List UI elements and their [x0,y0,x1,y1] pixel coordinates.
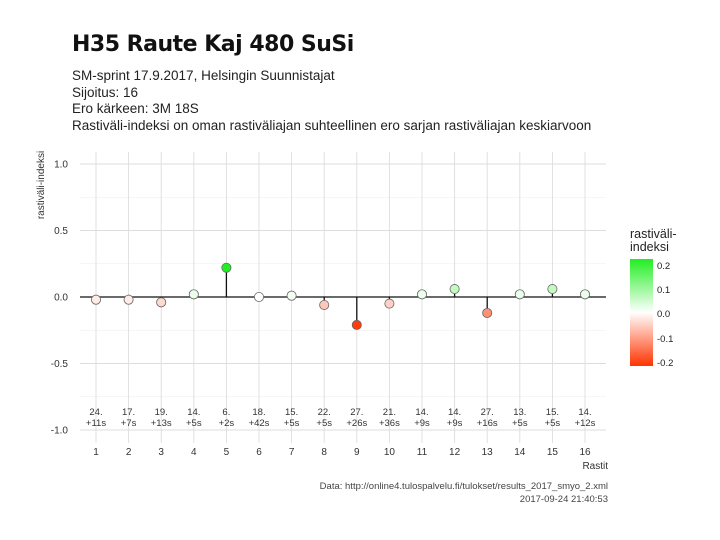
legend-title: rastiväli-indeksi [630,228,700,254]
legend-tick: -0.2 [657,358,674,369]
y-tick-label: 1.0 [54,160,68,171]
data-point [221,262,232,273]
y-tick-label: 0.0 [54,293,68,304]
data-point [416,289,427,300]
diff-label: +7s [121,418,137,429]
diff-label: +5s [545,418,561,429]
data-point [286,290,297,301]
y-tick-label: -1.0 [51,426,69,437]
x-tick-label: 15 [547,447,559,458]
legend-gradient-bar [630,259,653,366]
data-source: Data: http://online4.tulospalvelu.fi/tul… [319,481,608,492]
diff-label: +2s [219,418,235,429]
subtitle-line-description: Rastiväli-indeksi on oman rastiväliajan … [72,117,592,133]
legend-tick: 0.2 [657,261,671,272]
y-tick-label: 0.5 [54,226,68,237]
diff-label: +5s [512,418,528,429]
rank-label: 17. [122,407,135,418]
diff-label: +12s [575,418,596,429]
x-tick-label: 1 [93,447,99,458]
diff-label: +9s [414,418,430,429]
color-legend: rastiväli-indeksi 0.2 0.1 0.0 -0.1 -0.2 [630,228,700,369]
subtitle-line-event: SM-sprint 17.9.2017, Helsingin Suunnista… [72,68,335,83]
diff-label: +11s [86,418,106,429]
x-tick-label: 12 [449,447,461,458]
chart-caption: Data: http://online4.tulospalvelu.fi/tul… [320,481,608,506]
legend-tick: -0.1 [657,334,674,345]
data-point [351,319,362,330]
rank-label: 24. [89,407,102,418]
x-tick-label: 5 [224,447,230,458]
x-tick-label: 4 [191,447,197,458]
x-tick-label: 14 [514,447,526,458]
diff-label: +42s [249,418,270,429]
data-point [384,298,395,309]
rank-label: 6. [222,407,230,418]
diff-label: +9s [447,418,463,429]
rank-label: 14. [415,407,428,418]
data-point [449,284,460,295]
diff-label: +5s [316,418,332,429]
rank-label: 19. [155,407,168,418]
x-tick-label: 2 [126,447,132,458]
x-tick-label: 10 [384,447,396,458]
data-point [188,289,199,300]
x-tick-label: 3 [158,447,164,458]
chart-subtitle: SM-sprint 17.9.2017, Helsingin Suunnista… [72,68,591,134]
x-tick-label: 13 [482,447,494,458]
data-point [156,297,167,308]
legend-tick: 0.0 [657,309,671,320]
x-tick-label: 6 [256,447,262,458]
legend-title-line: indeksi [630,240,669,254]
diff-label: +5s [284,418,300,429]
rank-label: 18. [252,407,265,418]
data-point [123,294,134,305]
data-point [319,299,330,310]
x-tick-label: 8 [321,447,327,458]
rank-label: 21. [383,407,396,418]
data-point [91,294,102,305]
x-tick-label: 7 [289,447,295,458]
legend-tick: 0.1 [657,285,671,296]
x-axis-label: Rastit [582,461,608,472]
data-point [482,307,493,318]
diff-label: +36s [379,418,400,429]
data-point [253,291,264,302]
subtitle-line-gap: Ero kärkeen: 3M 18S [72,101,199,116]
rank-label: 14. [448,407,461,418]
diff-label: +16s [477,418,498,429]
timestamp: 2017-09-24 21:40:53 [519,493,608,505]
rank-label: 27. [481,407,494,418]
rank-label: 14. [578,407,591,418]
data-point [580,289,591,300]
rank-label: 27. [350,407,363,418]
data-point [547,284,558,295]
chart-title: H35 Raute Kaj 480 SuSi [72,32,354,57]
x-tick-label: 16 [579,447,591,458]
diff-label: +5s [186,418,202,429]
subtitle-line-rank: Sijoitus: 16 [72,84,139,100]
diff-label: +13s [151,418,172,429]
rank-label: 13. [513,407,526,418]
rank-label: 14. [187,407,200,418]
rank-label: 22. [318,407,331,418]
rank-label: 15. [285,407,298,418]
rank-label: 15. [546,407,559,418]
diff-label: +26s [346,418,367,429]
y-axis-label: rastiväli-indeksi [36,151,47,219]
legend-title-line: rastiväli- [630,227,677,241]
data-point [514,289,525,300]
x-tick-label: 9 [354,447,360,458]
y-tick-label: -0.5 [51,359,69,370]
x-tick-label: 11 [417,447,428,458]
